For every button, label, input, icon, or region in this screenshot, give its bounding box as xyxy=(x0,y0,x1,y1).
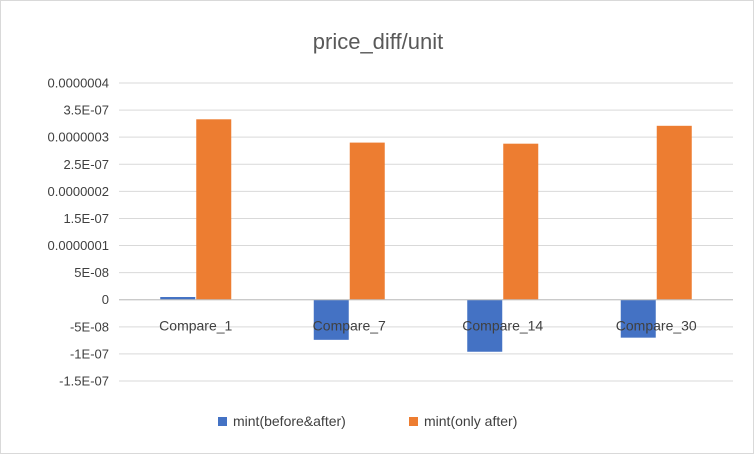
y-tick-label: 0 xyxy=(102,292,109,307)
legend-label: mint(before&after) xyxy=(233,413,346,429)
y-axis-tick-labels: 0.0000004 3.5E-07 0.0000003 2.5E-07 0.000000… xyxy=(48,76,109,389)
legend-swatch xyxy=(218,417,227,426)
legend-label: mint(only after) xyxy=(424,413,517,429)
bars xyxy=(160,119,692,352)
bar-only-after-compare-1 xyxy=(196,119,232,300)
legend-swatch xyxy=(409,417,418,426)
y-tick-label: 0.0000002 xyxy=(48,184,109,199)
bar-only-after-compare-14 xyxy=(503,143,539,300)
bar-before-after-compare-7 xyxy=(313,299,349,340)
y-tick-label: 0.0000004 xyxy=(48,76,109,91)
y-tick-label: 0.0000001 xyxy=(48,238,109,253)
x-tick-label: Compare_30 xyxy=(616,318,697,334)
y-tick-label: -1E-07 xyxy=(70,346,109,361)
bar-before-after-compare-1 xyxy=(160,297,196,300)
bar-only-after-compare-30 xyxy=(656,125,692,300)
legend: mint(before&after) mint(only after) xyxy=(218,413,517,429)
y-tick-label: 1.5E-07 xyxy=(63,211,109,226)
bar-before-after-compare-14 xyxy=(467,299,503,352)
x-tick-label: Compare_14 xyxy=(462,318,543,334)
chart-title: price_diff/unit xyxy=(313,29,443,54)
y-tick-label: 2.5E-07 xyxy=(63,157,109,172)
x-axis-tick-labels: Compare_1 Compare_7 Compare_14 Compare_30 xyxy=(159,318,697,334)
bar-before-after-compare-30 xyxy=(620,299,656,338)
y-tick-label: 5E-08 xyxy=(74,265,109,280)
bar-only-after-compare-7 xyxy=(349,142,385,300)
x-tick-label: Compare_1 xyxy=(159,318,232,334)
y-tick-label: 3.5E-07 xyxy=(63,103,109,118)
y-tick-label: 0.0000003 xyxy=(48,130,109,145)
x-tick-label: Compare_7 xyxy=(313,318,386,334)
y-tick-label: -5E-08 xyxy=(70,319,109,334)
y-tick-label: -1.5E-07 xyxy=(59,374,109,389)
